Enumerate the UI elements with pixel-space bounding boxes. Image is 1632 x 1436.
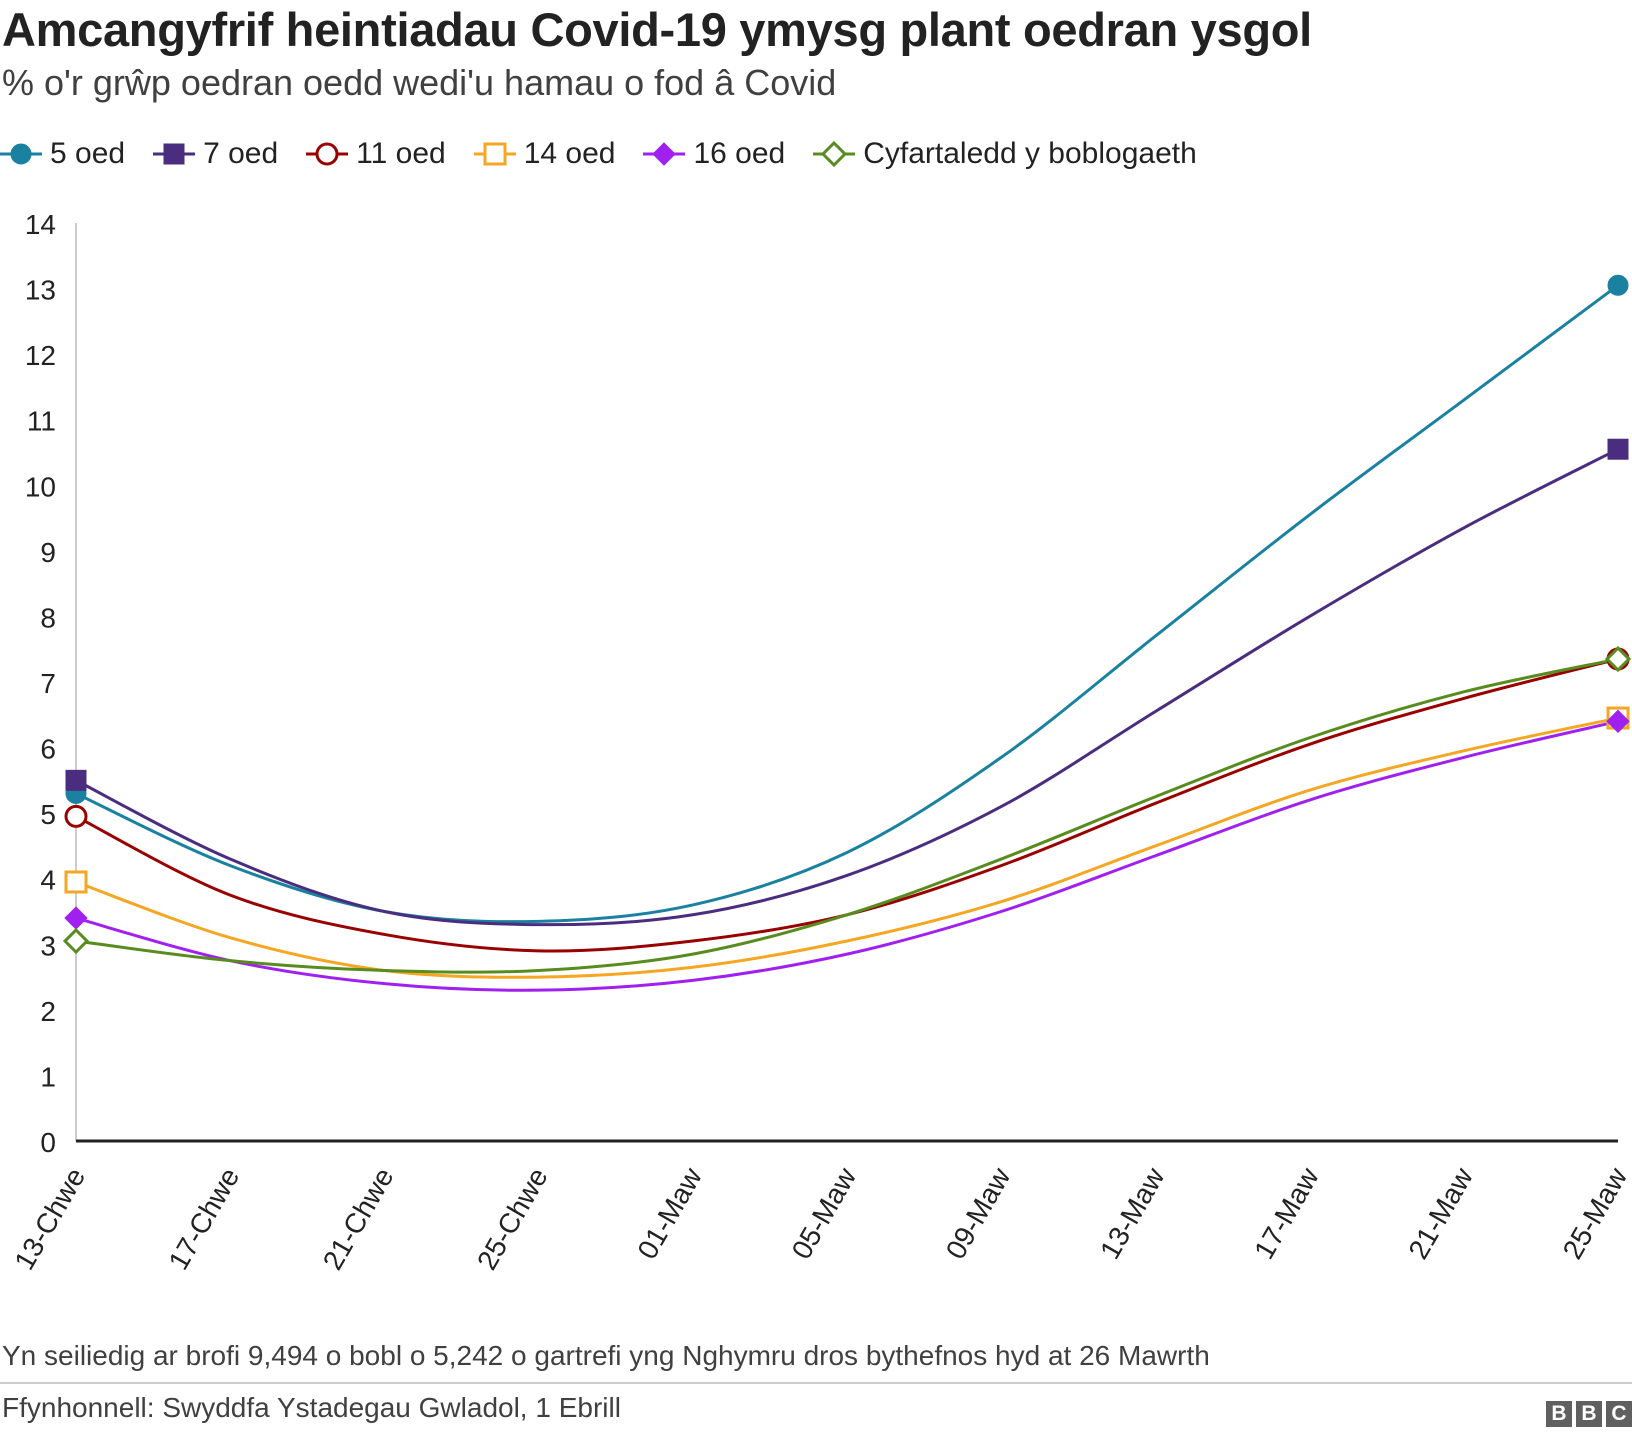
x-tick-label: 25-Chwe [471,1163,554,1276]
x-tick-label: 17-Maw [1248,1162,1325,1264]
y-tick-label: 7 [40,668,56,699]
bbc-logo: B B C [1546,1401,1632,1427]
y-tick-label: 0 [40,1127,56,1158]
logo-letter: B [1576,1401,1602,1427]
legend-swatch [643,142,686,166]
legend-label: 5 oed [50,137,126,170]
series-line [75,719,1619,992]
y-tick-label: 10 [25,471,56,502]
x-tick-label: 01-Maw [631,1162,708,1264]
x-tick-label: 21-Chwe [317,1163,400,1276]
y-tick-label: 4 [40,865,56,896]
x-tick-label: 09-Maw [940,1162,1017,1264]
data-point [64,870,88,894]
legend-marker [10,143,32,165]
y-tick-label: 2 [40,996,56,1027]
chart-title: Amcangyfrif heintiadau Covid-19 ymysg pl… [2,3,1312,56]
y-tick-label: 8 [40,602,56,633]
legend-item: 14 oed [473,137,616,171]
logo-letter: C [1606,1401,1632,1427]
chart-legend: 5 oed 7 oed 11 oed 14 oed 16 oed Cyfartaledd … [0,134,1225,174]
legend-label: 11 oed [356,137,446,170]
y-tick-label: 6 [40,734,56,765]
x-tick-label: 13-Chwe [8,1163,91,1276]
series-line [75,284,1619,924]
data-point [1607,438,1629,460]
legend-marker [821,140,848,168]
legend-label: Cyfartaledd y boblogaeth [863,137,1197,170]
y-tick-label: 13 [25,275,56,306]
y-tick-label: 9 [40,537,56,568]
y-tick-label: 1 [40,1061,56,1092]
legend-item: 7 oed [153,137,278,171]
series-line [75,657,1619,953]
legend-label: 14 oed [523,137,616,170]
legend-swatch [813,140,856,168]
x-tick-label: 13-Maw [1094,1162,1171,1264]
y-tick-label: 11 [27,406,56,437]
legend-swatch [0,143,42,165]
y-tick-label: 5 [40,799,56,830]
data-point [1604,645,1632,673]
legend-marker [315,142,339,166]
legend-item: 16 oed [643,137,785,171]
x-tick-label: 17-Chwe [163,1163,246,1276]
chart-subtitle: % o'r grŵp oedran oedd wedi'u hamau o fo… [2,62,837,103]
source-text: Ffynhonnell: Swyddfa Ystadegau Gwladol, … [2,1392,621,1423]
legend-swatch [153,143,196,165]
legend-swatch [306,142,349,166]
data-point [1606,709,1630,734]
data-point [1607,274,1629,296]
legend-label: 7 oed [203,137,279,170]
legend-item: 5 oed [0,137,125,171]
data-point [65,769,87,791]
logo-letter: B [1546,1401,1572,1427]
y-tick-label: 14 [25,209,56,240]
series-line [75,716,1619,979]
series-line [75,657,1619,974]
legend-marker [483,142,507,166]
data-point [64,906,88,930]
x-tick-label: 05-Maw [786,1162,863,1264]
y-tick-label: 3 [40,930,56,961]
data-point [64,804,88,828]
footer-divider [0,1382,1632,1384]
legend-marker [652,142,677,166]
y-tick-label: 12 [25,340,56,371]
legend-item: Cyfartaledd y boblogaeth [813,137,1197,171]
x-tick-label: 21-Maw [1402,1162,1479,1264]
data-point [62,927,90,955]
series-line [75,447,1619,927]
x-tick-label: 25-Maw [1557,1162,1632,1264]
chart-note: Yn seiliedig ar brofi 9,494 o bobl o 5,2… [2,1340,1210,1371]
legend-label: 16 oed [693,137,786,170]
legend-item: 11 oed [306,137,446,171]
legend-swatch [473,142,516,166]
legend-marker [163,143,185,165]
